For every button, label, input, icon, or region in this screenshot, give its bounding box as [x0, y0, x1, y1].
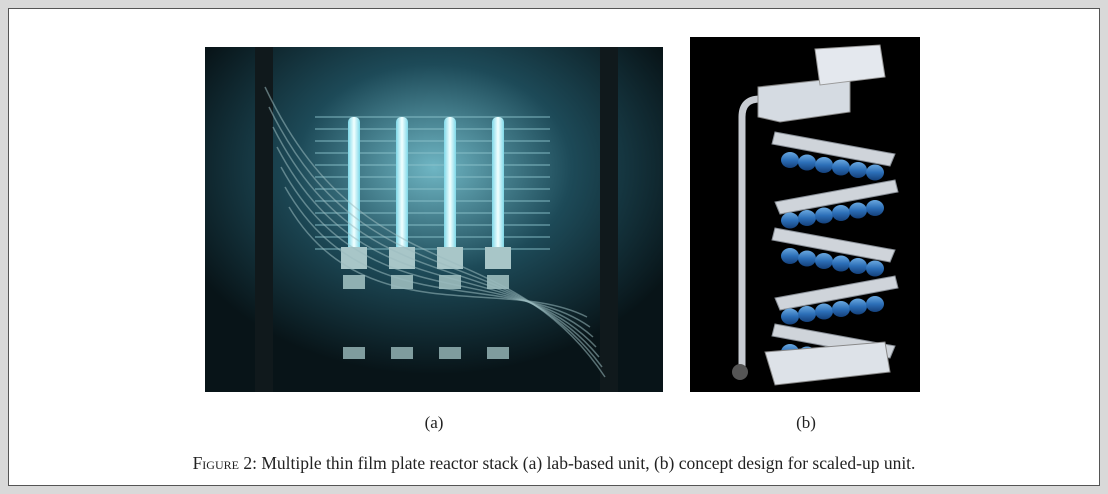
lamp-holder: [485, 247, 511, 269]
pump: [343, 347, 365, 359]
panel-label: (b): [776, 413, 836, 433]
uv-lamp: [798, 306, 816, 322]
caption-label: Figure 2:: [193, 453, 257, 473]
pump: [343, 275, 365, 289]
uv-lamp: [849, 299, 867, 315]
uv-lamp: [798, 155, 816, 171]
uv-lamp: [781, 309, 799, 325]
uv-lamp: [798, 251, 816, 267]
photo-lab-unit: [205, 47, 663, 392]
uv-lamp: [832, 256, 850, 272]
photo-background: [205, 47, 663, 392]
concept-design: [690, 37, 920, 392]
pump: [391, 347, 413, 359]
caption: Figure 2: Multiple thin film plate react…: [9, 453, 1099, 474]
uv-lamp: [849, 203, 867, 219]
uv-lamp: [832, 301, 850, 317]
uv-lamp: [849, 258, 867, 274]
uv-lamp: [832, 160, 850, 176]
uv-lamp: [492, 117, 504, 257]
frame-right: [600, 47, 618, 392]
panel-label: (a): [404, 413, 464, 433]
uv-lamp: [348, 117, 360, 257]
pump: [487, 347, 509, 359]
uv-lamp: [866, 200, 884, 216]
uv-lamp: [832, 205, 850, 221]
uv-lamp: [815, 157, 833, 173]
pump: [439, 347, 461, 359]
uv-lamp: [444, 117, 456, 257]
uv-lamp: [781, 152, 799, 168]
uv-lamp: [815, 304, 833, 320]
pump: [732, 364, 748, 380]
figure-page: (a) (b) Figure 2: Multiple thin film pla…: [8, 8, 1100, 486]
uv-lamp: [781, 248, 799, 264]
uv-lamp: [866, 296, 884, 312]
uv-lamp: [798, 210, 816, 226]
caption-text: Multiple thin film plate reactor stack (…: [261, 453, 915, 473]
uv-lamp: [781, 213, 799, 229]
uv-lamp: [849, 162, 867, 178]
uv-lamp: [866, 165, 884, 181]
uv-lamp: [866, 261, 884, 277]
figure-art: [9, 9, 1099, 485]
page-body: {"figure": {"panels": [{"label": "(a)"},…: [0, 0, 1108, 494]
uv-lamp: [815, 208, 833, 224]
uv-lamp: [815, 253, 833, 269]
